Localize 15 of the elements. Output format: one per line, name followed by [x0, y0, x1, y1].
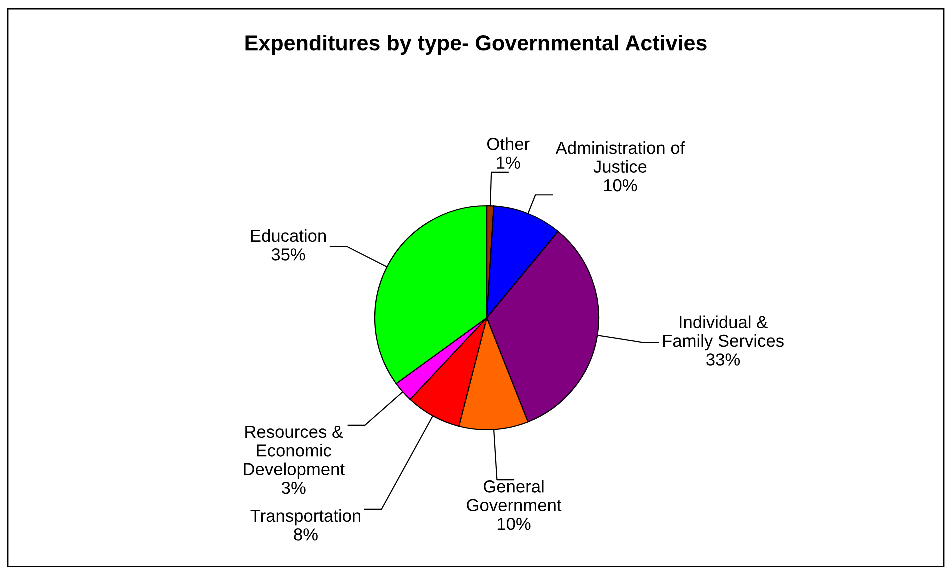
slice-label: Other	[487, 138, 530, 150]
data-label: 10%	[604, 179, 638, 192]
data-label: 35%	[272, 248, 306, 261]
data-label: 33%	[706, 354, 740, 366]
chart-title: Expenditures by type- Governmental Activies	[246, 34, 707, 56]
slice-label: Individual & Family Services	[663, 316, 784, 351]
slice-label: Resources & Economic Development	[244, 426, 345, 479]
data-label: 1%	[497, 156, 520, 169]
data-label: 3%	[282, 482, 306, 494]
data-label: 10%	[498, 518, 531, 530]
slice-label: Transportation	[250, 509, 361, 526]
data-label: 8%	[294, 528, 318, 541]
slice-label: Administration of Justice	[556, 142, 686, 173]
slice-label: General Government	[467, 480, 562, 512]
slice-label: Education	[251, 229, 326, 242]
